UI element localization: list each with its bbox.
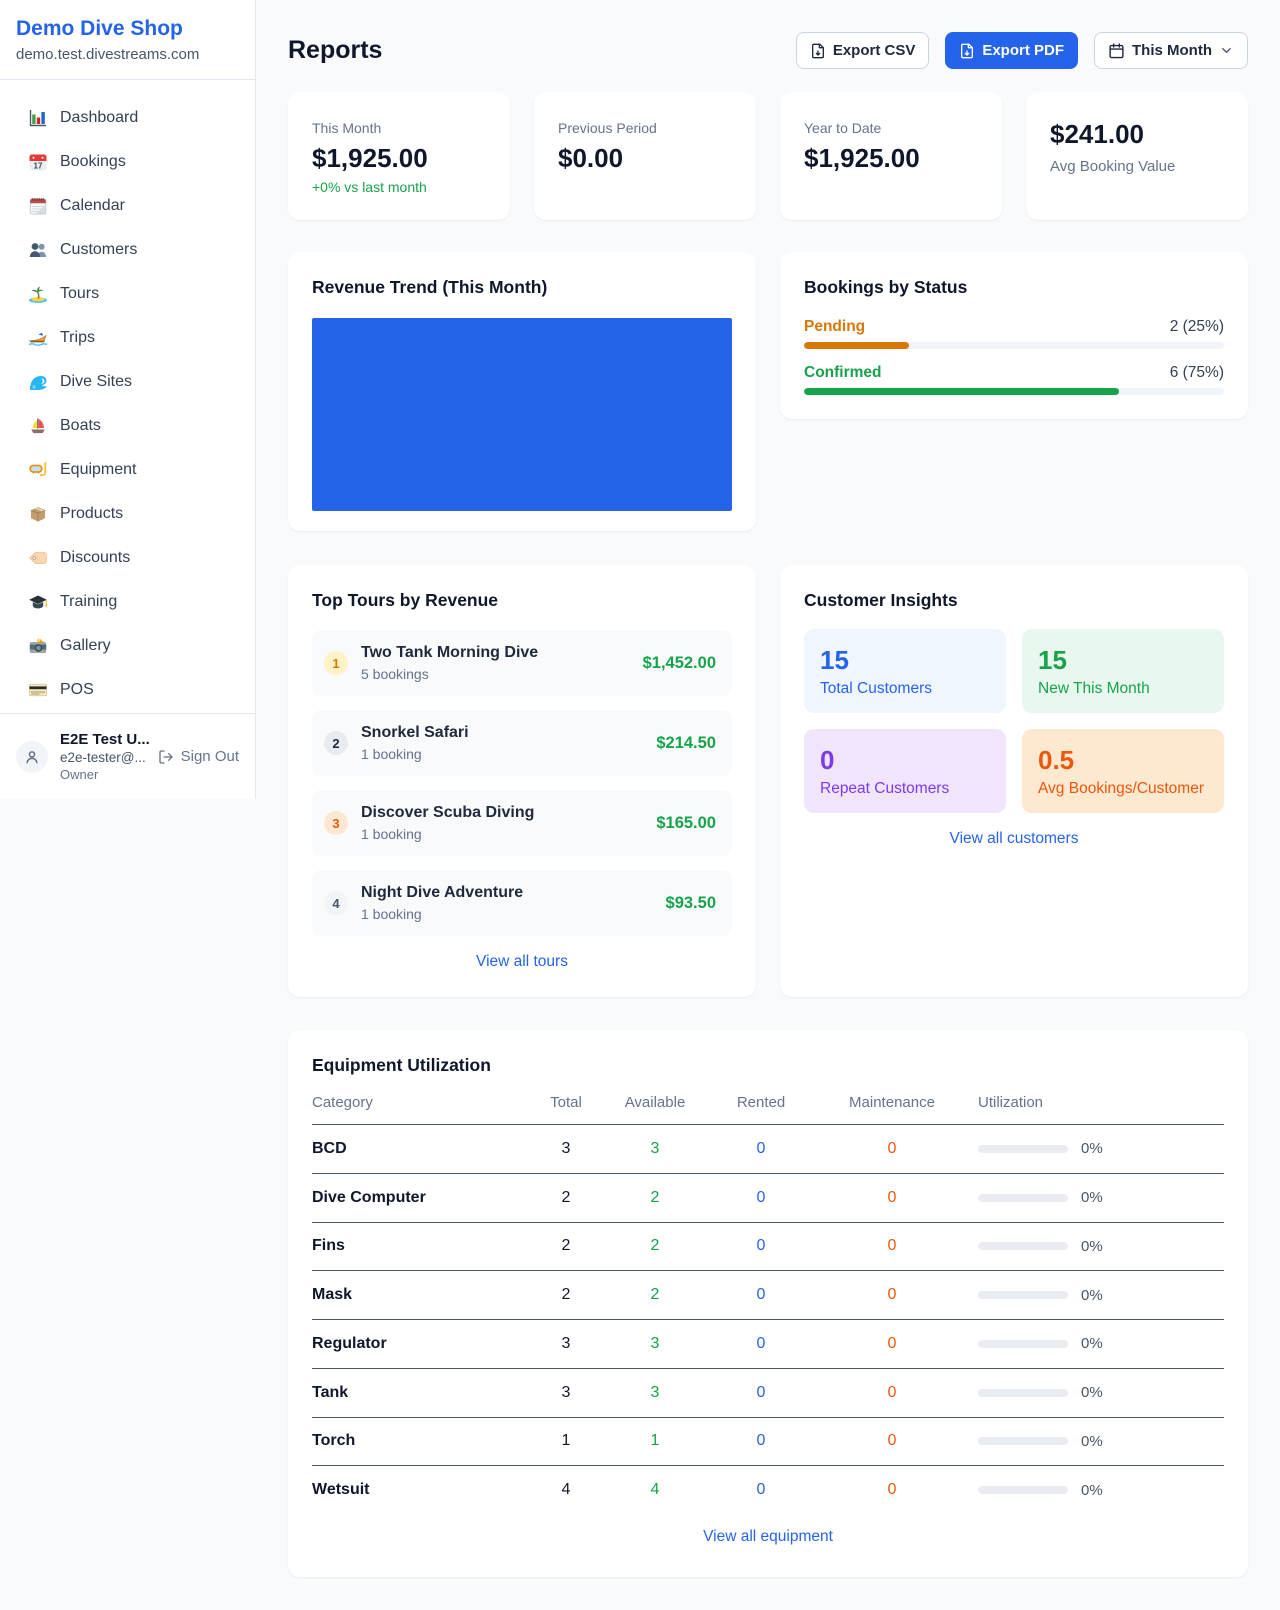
svg-text:17: 17 [34,162,43,171]
